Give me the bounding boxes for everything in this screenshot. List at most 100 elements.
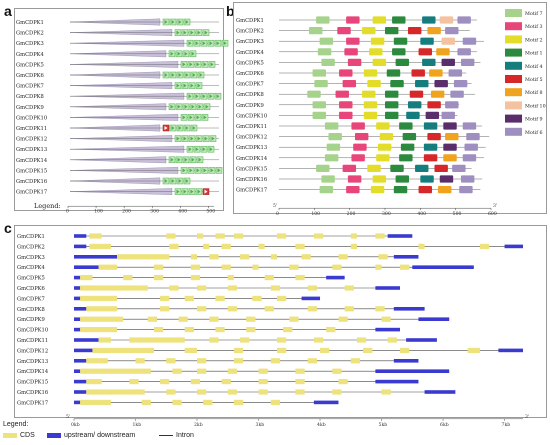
- site-arrow: [164, 179, 168, 183]
- cds-block: [295, 379, 305, 385]
- motif-box: [427, 133, 441, 141]
- site-arrow: [164, 20, 168, 24]
- motif-box: [443, 154, 457, 162]
- motif-box: [438, 186, 452, 194]
- site-arrow: [204, 189, 208, 194]
- motif-box: [434, 164, 448, 172]
- intron-swatch: [159, 435, 173, 436]
- legend-item-cds: CDS: [3, 432, 35, 439]
- utr3-block: [375, 379, 419, 384]
- axis-c-tick-label: 3kb: [256, 422, 265, 428]
- cds-block: [178, 316, 188, 322]
- scale-tick-label-a: 100: [94, 209, 103, 215]
- motif-box: [409, 90, 424, 98]
- cds-block: [172, 399, 182, 405]
- cds-block: [86, 379, 102, 385]
- motif-box: [402, 133, 417, 141]
- motif-box: [422, 58, 436, 66]
- axis-c-tick-label: 6kb: [440, 422, 449, 428]
- motif-box: [342, 80, 357, 88]
- site-arrow: [192, 126, 196, 130]
- cds-block: [190, 379, 201, 385]
- site-arrow: [182, 115, 186, 120]
- motif-box: [312, 69, 326, 77]
- cds-block: [338, 379, 348, 385]
- legend-item-utr: upstream/ downstream: [47, 432, 135, 439]
- motif-legend-label: Motif 2: [525, 37, 543, 43]
- motif-box: [399, 154, 413, 162]
- motif-box: [407, 27, 422, 35]
- site-arrow: [184, 157, 188, 162]
- gene-label-a: GmCDPK1: [16, 20, 44, 26]
- gene-label-b: GmCDPK13: [236, 145, 267, 151]
- motif-box: [326, 143, 341, 151]
- cds-block: [169, 243, 179, 249]
- gene-label-a: GmCDPK16: [16, 179, 47, 185]
- utr3-block: [326, 275, 345, 280]
- panel-letter-a: a: [4, 3, 12, 19]
- site-arrow: [177, 51, 181, 56]
- cds-block: [283, 327, 293, 333]
- cds-block: [80, 316, 124, 322]
- motif-box: [450, 90, 464, 98]
- motif-box: [367, 80, 381, 88]
- motif-box: [363, 101, 378, 109]
- motif-box: [427, 27, 441, 35]
- utr3-block: [375, 327, 400, 332]
- gene-label-b: GmCDPK11: [236, 124, 267, 130]
- motif-box: [353, 143, 367, 151]
- site-arrow: [189, 62, 193, 67]
- motif-box: [385, 90, 399, 98]
- utr3-block: [301, 296, 321, 301]
- utr5-block: [74, 296, 81, 301]
- cds-block: [197, 306, 207, 312]
- cds-block: [375, 264, 382, 270]
- cds-block: [378, 254, 388, 260]
- motif-box: [400, 143, 415, 151]
- cds-block: [301, 254, 311, 260]
- gene-label-c: GmCDPK2: [17, 244, 45, 250]
- motif-box: [393, 186, 408, 194]
- utr3-block: [393, 307, 425, 311]
- motif-box: [423, 122, 438, 130]
- motif-legend-label: Motif 7: [525, 11, 543, 17]
- site-arrow: [217, 168, 221, 173]
- motif-box: [420, 37, 434, 45]
- site-arrow: [197, 30, 201, 35]
- cds-block: [350, 243, 357, 249]
- panel-letter-b: b: [226, 3, 235, 19]
- motif-box: [316, 16, 330, 24]
- motif-box: [395, 58, 410, 66]
- gene-label-c: GmCDPK12: [17, 348, 48, 354]
- site-arrow: [198, 104, 202, 109]
- axis-b-tick-label: 100: [311, 211, 320, 217]
- motif-box: [439, 16, 454, 24]
- motif-box: [385, 101, 399, 109]
- cds-block: [227, 389, 237, 395]
- site-arrow: [176, 83, 180, 88]
- gene-label-b: GmCDPK7: [236, 82, 264, 88]
- cds-block: [399, 264, 410, 270]
- utr5-block: [74, 379, 87, 384]
- site-arrow: [185, 20, 189, 24]
- cds-block: [326, 327, 336, 333]
- gene-label-b: GmCDPK9: [236, 103, 264, 109]
- cds-block: [197, 389, 207, 395]
- cds-block: [147, 316, 158, 322]
- site-arrow: [176, 136, 180, 141]
- cds-block: [295, 275, 305, 281]
- site-arrow: [203, 62, 207, 67]
- site-arrow: [170, 157, 174, 162]
- utr5-block: [74, 234, 87, 238]
- motif-legend-label: Motif 8: [525, 90, 543, 96]
- site-arrow: [196, 62, 200, 67]
- scale-tick-label-a: 400: [178, 209, 187, 215]
- panel-c-legend-title: Legend:: [3, 421, 29, 428]
- motif-box: [448, 69, 463, 77]
- motif-box: [392, 16, 406, 24]
- utr3-block: [393, 359, 419, 363]
- cds-block: [160, 306, 170, 312]
- motif-box: [445, 101, 459, 109]
- gene-label-b: GmCDPK10: [236, 113, 267, 119]
- motif-box: [346, 37, 360, 45]
